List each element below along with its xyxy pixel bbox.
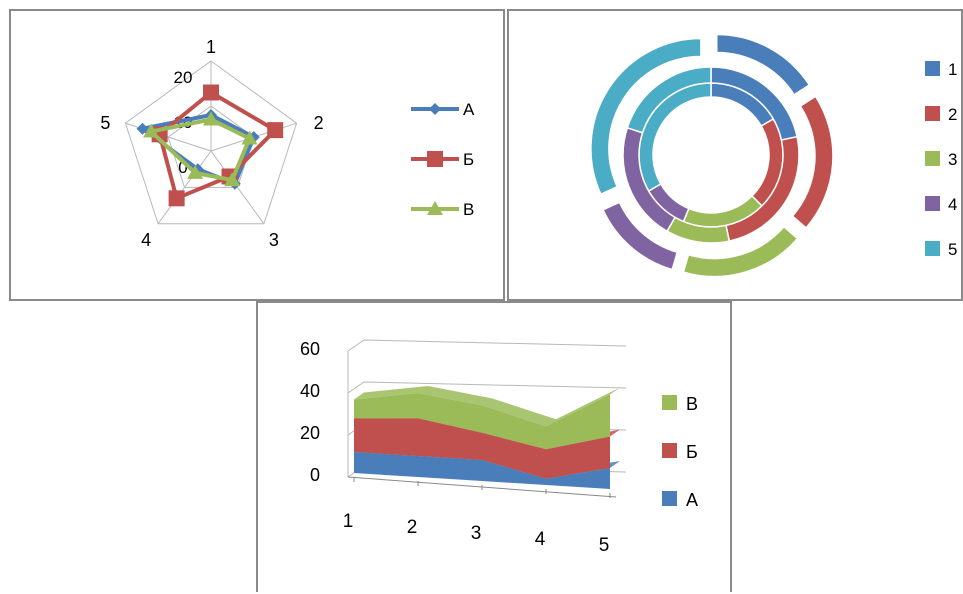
- doughnut-legend-label: 3: [948, 150, 957, 169]
- doughnut-legend-swatch: [925, 241, 940, 256]
- doughnut-chart-panel: 1 2 3 4 5: [507, 9, 963, 301]
- area-legend-swatch: [662, 491, 677, 506]
- area-series-fill: [354, 452, 610, 489]
- area-y-tick-label: 60: [300, 339, 320, 359]
- doughnut-chart: 1 2 3 4 5: [590, 33, 957, 278]
- doughnut-slice: [602, 201, 679, 271]
- area-x-tick-label: 5: [599, 535, 610, 556]
- area-series-fill: [354, 418, 610, 479]
- radar-spoke: [157, 150, 212, 225]
- radar-grid-ring: [124, 60, 298, 225]
- area-x-tick-label: 1: [343, 511, 354, 532]
- area-legend-swatch: [662, 443, 677, 458]
- radar-legend-label: Б: [463, 150, 474, 169]
- radar-point: [143, 123, 160, 138]
- radar-category-label: 1: [206, 37, 216, 57]
- radar-tick-label: 20: [174, 68, 193, 87]
- doughnut-slice: [682, 225, 799, 278]
- radar-point: [241, 130, 258, 145]
- radar-chart-panel: 0 10 20 1 2 3 4 5 А Б В: [9, 9, 505, 301]
- area-legend-label: А: [686, 490, 698, 510]
- radar-tick-label: 0: [178, 158, 187, 177]
- radar-point: [203, 111, 219, 126]
- area-y-tick-label: 20: [300, 423, 320, 443]
- area-gridline: [347, 339, 627, 352]
- doughnut-legend-label: 5: [948, 240, 957, 259]
- doughnut-legend-swatch: [925, 151, 940, 166]
- area-legend-swatch: [662, 395, 677, 410]
- area-top-face: [354, 386, 620, 427]
- doughnut-slice: [716, 33, 811, 96]
- radar-series-line: [146, 117, 253, 183]
- area-legend-label: Б: [686, 442, 698, 462]
- doughnut-slice: [791, 95, 834, 229]
- area-legend-label: В: [686, 394, 698, 414]
- radar-legend-marker: [429, 103, 441, 115]
- area-chart: 0 20 40 60 1 2 3 4 5 В Б А: [300, 339, 698, 556]
- radar-point: [168, 190, 185, 207]
- radar-legend-marker: [427, 151, 443, 167]
- radar-category-label: 3: [269, 230, 279, 250]
- area-series-fill: [354, 393, 610, 450]
- doughnut-slice: [590, 37, 702, 196]
- area-gridline: [347, 381, 627, 394]
- radar-legend-label: А: [463, 100, 475, 119]
- doughnut-legend-label: 4: [948, 195, 957, 214]
- doughnut-legend-swatch: [925, 106, 940, 121]
- radar-point: [187, 164, 204, 179]
- area-x-tick-label: 2: [407, 517, 418, 538]
- radar-point: [203, 84, 219, 101]
- area-y-tick-label: 0: [310, 465, 320, 485]
- doughnut-legend-swatch: [925, 196, 940, 211]
- doughnut-slice: [626, 66, 712, 134]
- radar-legend-marker: [427, 201, 443, 215]
- radar-spoke: [210, 150, 265, 225]
- radar-series-line: [157, 90, 279, 202]
- radar-category-label: 2: [314, 113, 324, 133]
- radar-category-label: 4: [141, 230, 151, 250]
- area-chart-panel: 0 20 40 60 1 2 3 4 5 В Б А: [256, 301, 732, 592]
- radar-legend-label: В: [463, 200, 474, 219]
- doughnut-legend-label: 1: [948, 60, 957, 79]
- area-x-tick-label: 3: [471, 523, 482, 544]
- radar-category-label: 5: [100, 113, 110, 133]
- radar-point: [267, 122, 284, 139]
- radar-point: [224, 172, 241, 187]
- area-y-tick-label: 40: [300, 381, 320, 401]
- doughnut-legend-label: 2: [948, 105, 957, 124]
- area-x-tick-label: 4: [535, 529, 546, 550]
- radar-point: [136, 122, 149, 135]
- doughnut-legend-swatch: [925, 61, 940, 76]
